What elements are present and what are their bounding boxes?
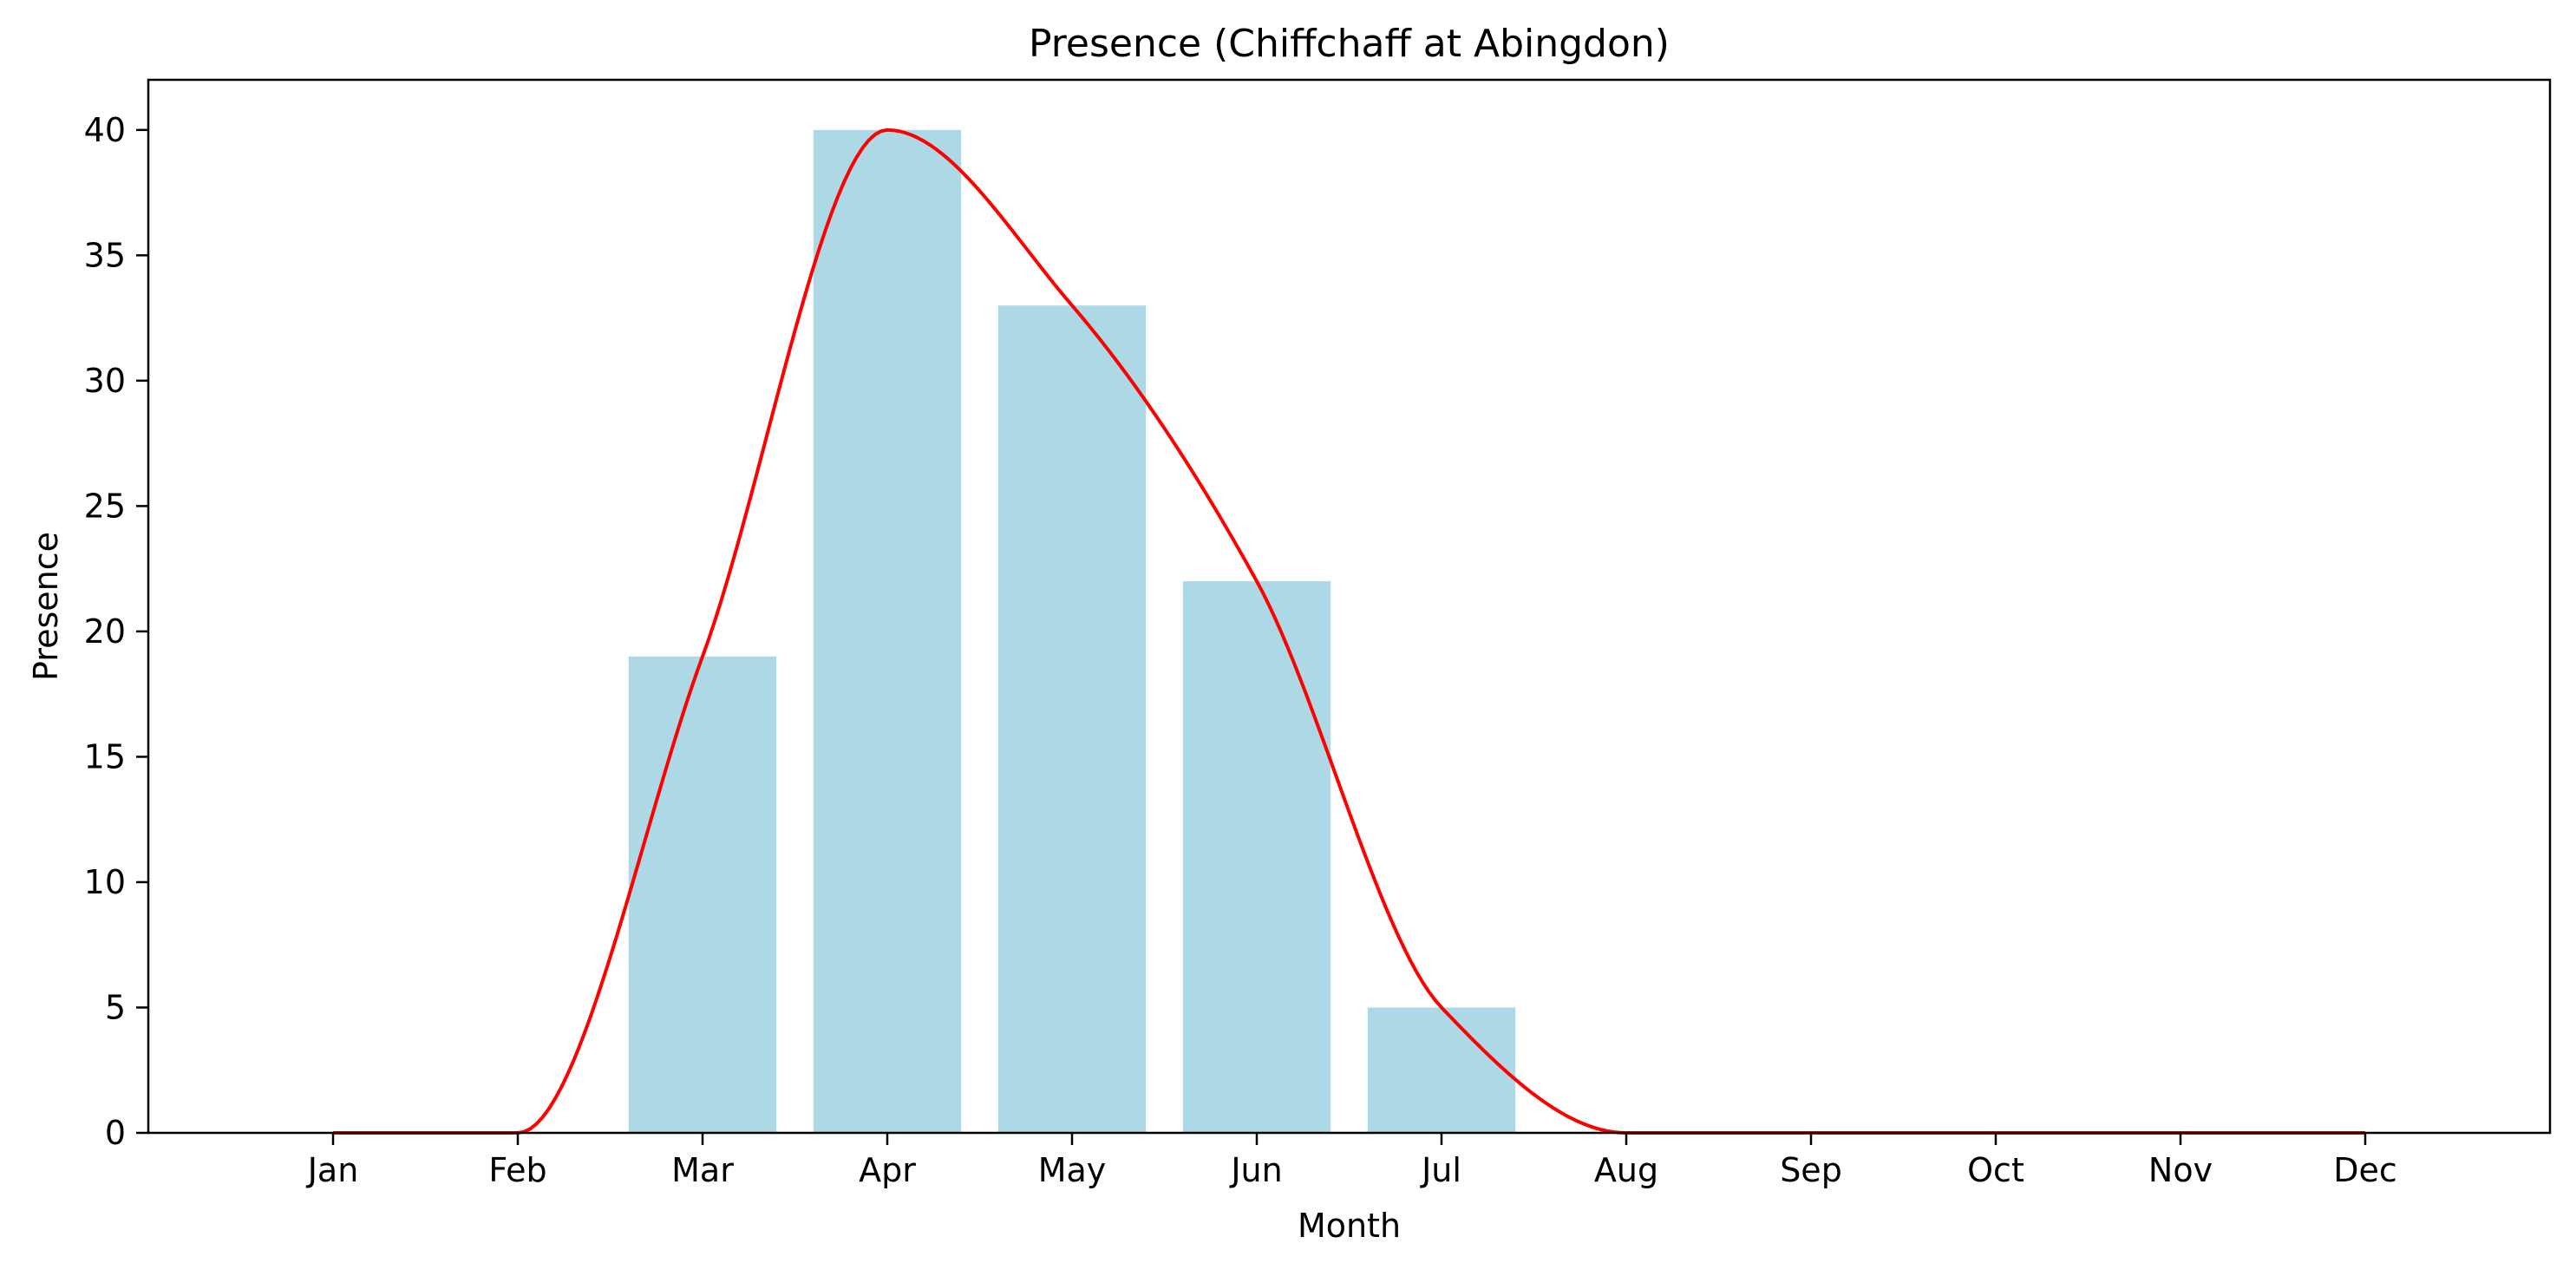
bar-jun	[1182, 581, 1331, 1133]
bar-apr	[813, 129, 962, 1133]
y-tick-label-15: 15	[84, 737, 126, 775]
ticks-layer: Jan Feb Mar Apr May Jun Jul Aug Sep Oct Nov Dec 0 5 10…	[84, 111, 2397, 1189]
bars-layer	[628, 129, 1516, 1134]
x-tick-label-jul: Jul	[1420, 1151, 1461, 1189]
x-tick-label-apr: Apr	[859, 1151, 916, 1189]
plot-frame	[147, 78, 2552, 1135]
chart-title: Presence (Chiffchaff at Abingdon)	[1029, 22, 1670, 66]
y-tick-label-5: 5	[105, 988, 126, 1026]
y-tick-label-0: 0	[105, 1114, 126, 1152]
x-tick-label-jan: Jan	[306, 1151, 359, 1189]
x-tick-label-aug: Aug	[1594, 1151, 1658, 1189]
x-tick-label-sep: Sep	[1780, 1151, 1842, 1189]
bar-jul	[1367, 1007, 1516, 1133]
bar-mar	[628, 656, 777, 1133]
x-tick-label-feb: Feb	[488, 1151, 546, 1189]
bar-may	[997, 305, 1147, 1134]
y-axis-label: Presence	[27, 532, 65, 681]
y-tick-label-25: 25	[84, 487, 126, 525]
y-tick-label-10: 10	[84, 863, 126, 901]
x-tick-label-dec: Dec	[2333, 1151, 2397, 1189]
y-tick-label-20: 20	[84, 612, 126, 651]
y-tick-label-35: 35	[84, 236, 126, 274]
x-tick-label-nov: Nov	[2148, 1151, 2213, 1189]
x-tick-label-may: May	[1038, 1151, 1107, 1189]
x-tick-label-jun: Jun	[1229, 1151, 1282, 1189]
y-tick-label-30: 30	[84, 362, 126, 400]
y-tick-label-40: 40	[84, 111, 126, 149]
x-tick-label-mar: Mar	[671, 1151, 734, 1189]
x-axis-label: Month	[1298, 1207, 1401, 1245]
x-tick-label-oct: Oct	[1967, 1151, 2024, 1189]
